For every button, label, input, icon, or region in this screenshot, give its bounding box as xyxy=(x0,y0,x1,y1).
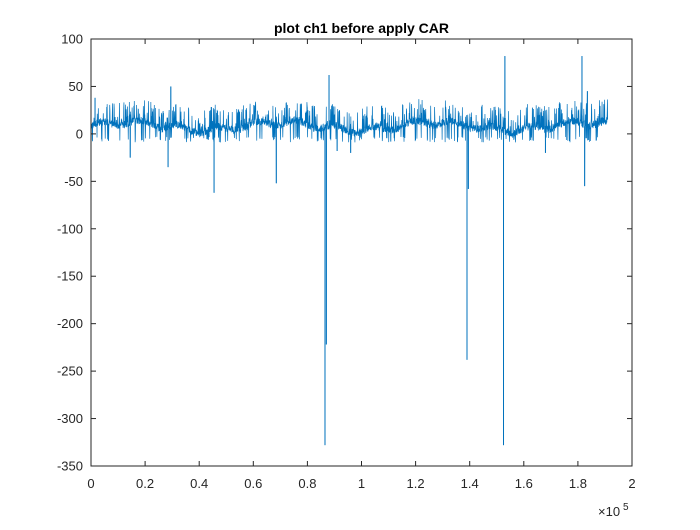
plot-area xyxy=(91,39,632,466)
data-layer xyxy=(90,56,608,446)
y-tick-label: 100 xyxy=(61,32,83,47)
x-tick-label: 0.2 xyxy=(136,476,154,491)
x-exponent-base: ×10 xyxy=(598,504,620,519)
chart-title: plot ch1 before apply CAR xyxy=(274,20,449,36)
x-tick-label: 0.6 xyxy=(244,476,262,491)
x-tick-label: 0.8 xyxy=(298,476,316,491)
y-tick-label: 0 xyxy=(76,126,83,141)
y-tick-label: -200 xyxy=(57,316,83,331)
x-tick-label: 0 xyxy=(87,476,94,491)
series-line xyxy=(90,56,608,446)
axes-layer: 0 0.2 0.4 0.6 0.8 1 1.2 1.4 1.6 1.8 2 100 50 0 -50 -100… xyxy=(57,32,636,492)
y-tick-label: -300 xyxy=(57,411,83,426)
x-tick-label: 2 xyxy=(628,476,635,491)
x-tick-label: 0.4 xyxy=(190,476,208,491)
x-tick-label: 1 xyxy=(358,476,365,491)
y-tick-label: -350 xyxy=(57,459,83,474)
y-tick-label: 50 xyxy=(69,79,83,94)
y-tick-label: -50 xyxy=(64,174,83,189)
x-exponent-power: 5 xyxy=(623,502,629,513)
x-tick-label: 1.6 xyxy=(515,476,533,491)
y-tick-label: -100 xyxy=(57,221,83,236)
y-tick-label: -250 xyxy=(57,364,83,379)
y-tick-label: -150 xyxy=(57,269,83,284)
x-tick-label: 1.8 xyxy=(569,476,587,491)
x-tick-label: 1.4 xyxy=(461,476,479,491)
x-tick-label: 1.2 xyxy=(407,476,425,491)
